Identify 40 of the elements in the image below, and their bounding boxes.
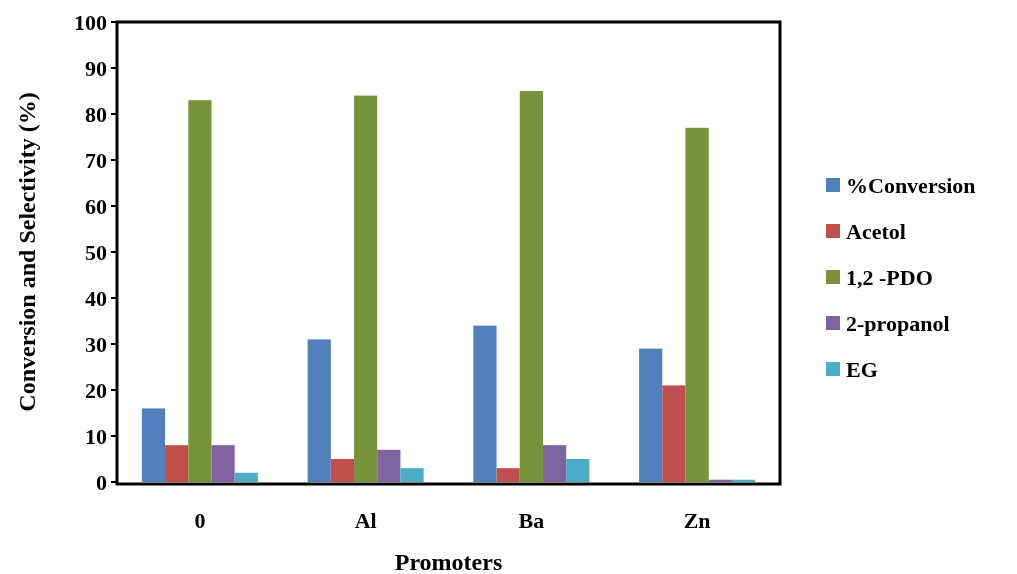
y-tick-label: 20 — [85, 377, 107, 403]
y-tick-label: 50 — [85, 239, 107, 265]
bar — [377, 449, 401, 482]
x-tick-label: 0 — [194, 508, 206, 533]
y-tick-label: 70 — [85, 147, 107, 173]
bar — [307, 339, 331, 482]
legend-label: 1,2 -PDO — [846, 264, 933, 290]
y-tick-label: 40 — [85, 285, 107, 311]
y-tick-label: 90 — [85, 55, 107, 81]
x-tick-label: Al — [354, 508, 377, 533]
x-tick-label: Zn — [683, 508, 711, 533]
legend-label: EG — [846, 356, 878, 382]
legend-label: 2-propanol — [846, 310, 950, 336]
y-axis-title: Conversion and Selectivity (%) — [14, 92, 40, 412]
bar — [473, 325, 497, 482]
bar — [639, 348, 663, 482]
bar — [330, 459, 355, 482]
bar — [211, 445, 235, 482]
bar — [662, 385, 686, 482]
bar — [141, 408, 166, 482]
y-tick-label: 100 — [74, 9, 107, 35]
bar — [566, 459, 590, 482]
y-tick-label: 80 — [85, 101, 107, 127]
y-tick-label: 30 — [85, 331, 107, 357]
bar — [542, 445, 567, 482]
bar — [519, 91, 543, 482]
legend-label: Acetol — [846, 218, 906, 244]
bar — [165, 445, 189, 482]
x-tick-label: Ba — [518, 508, 545, 533]
bar — [354, 95, 378, 482]
bar — [188, 100, 212, 482]
y-tick-label: 10 — [85, 423, 107, 449]
bar — [496, 468, 520, 482]
legend-label: %Conversion — [846, 172, 976, 198]
bar — [234, 472, 258, 482]
x-axis-title: Promoters — [394, 549, 503, 574]
bar — [400, 468, 424, 482]
bar — [685, 127, 709, 482]
y-tick-label: 60 — [85, 193, 107, 219]
y-tick-label: 0 — [96, 469, 107, 495]
